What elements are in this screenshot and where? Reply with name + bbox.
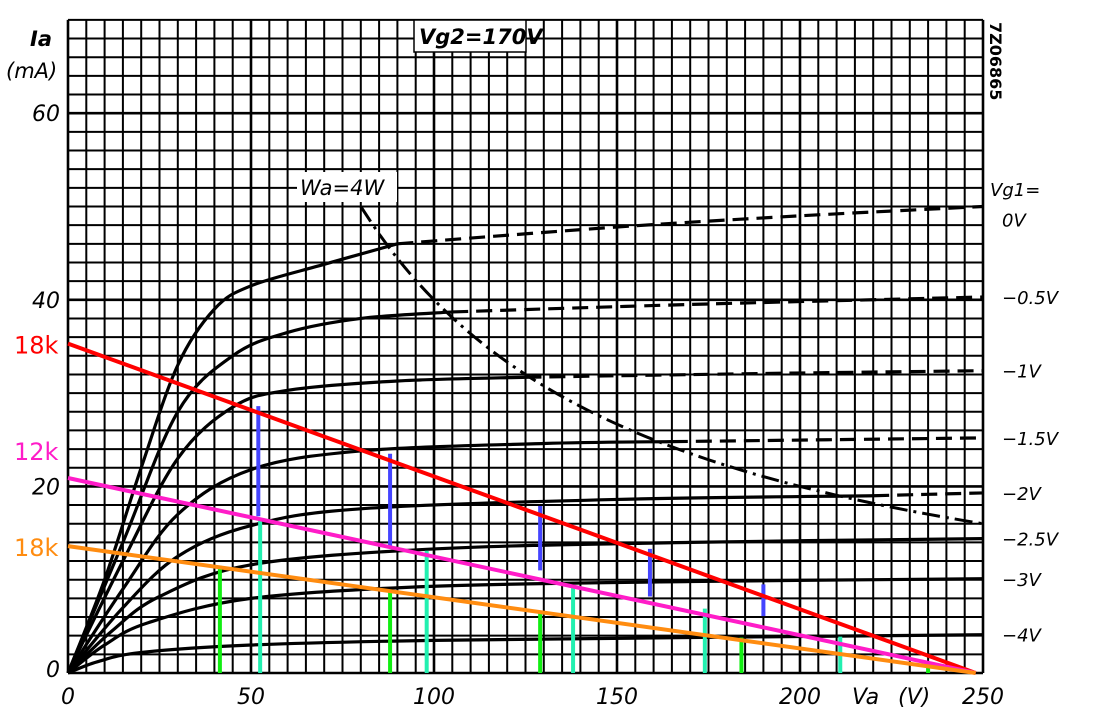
curve-vg1 bbox=[66, 494, 874, 675]
x-tick-label: 150 bbox=[596, 685, 638, 710]
y-axis-unit: (mA) bbox=[6, 59, 57, 83]
figure-code: 7Z06865 bbox=[986, 22, 1005, 100]
x-tick-label: 50 bbox=[237, 685, 265, 710]
load-line bbox=[67, 476, 977, 675]
curve-vg1 bbox=[66, 440, 672, 674]
curve-family-label: Vg1= bbox=[990, 180, 1040, 201]
load-line-label: 18k bbox=[14, 332, 59, 360]
curve-vg1-dashed bbox=[873, 491, 984, 498]
x-tick-label: 200 bbox=[779, 685, 821, 710]
curve-label: −4V bbox=[1002, 626, 1043, 647]
curve-vg1-dashed bbox=[452, 295, 984, 314]
y-tick-label: 0 bbox=[46, 658, 60, 683]
curve-label: −2.5V bbox=[1002, 530, 1060, 551]
curve-label: 0V bbox=[1002, 211, 1027, 232]
load-line-label: 12k bbox=[14, 438, 59, 466]
curve-vg1-dashed bbox=[525, 369, 984, 379]
curve-vg1-dashed bbox=[671, 436, 984, 444]
anode-curves bbox=[66, 204, 984, 675]
curve-vg1 bbox=[67, 633, 984, 675]
load-line bbox=[67, 544, 976, 675]
y-tick-label: 40 bbox=[32, 289, 60, 314]
y-tick-label: 60 bbox=[32, 102, 60, 127]
x-tick-label: 0 bbox=[61, 685, 75, 710]
power-limit-hyperbola bbox=[359, 205, 984, 526]
curve-label: −2V bbox=[1002, 484, 1043, 505]
chart-title: Vg2=170V bbox=[419, 25, 544, 49]
y-axis-label: Ia bbox=[30, 27, 52, 51]
load-line-labels: 18k 12k 18k bbox=[14, 332, 59, 562]
curve-labels: 0V −0.5V −1V −1.5V −2V −2.5V −3V −4V bbox=[1002, 211, 1060, 647]
load-lines bbox=[67, 341, 977, 675]
curve-vg1-dashed bbox=[397, 204, 984, 246]
curve-label: −1.5V bbox=[1002, 429, 1060, 450]
x-tick-label: 100 bbox=[413, 685, 455, 710]
curve-label: −1V bbox=[1002, 362, 1043, 383]
curve-vg1 bbox=[66, 375, 526, 674]
curve-label: −0.5V bbox=[1002, 288, 1060, 309]
title-box bbox=[413, 19, 527, 53]
x-tick-label: 250 bbox=[962, 685, 1004, 710]
curve-label: −3V bbox=[1002, 570, 1043, 591]
axis-ticks: 0 50 100 150 200 250 0 20 40 60 bbox=[32, 102, 1004, 710]
load-line-label: 18k bbox=[14, 534, 59, 562]
y-tick-label: 20 bbox=[32, 475, 60, 500]
load-line bbox=[67, 341, 977, 675]
power-limit-label: Wa=4W bbox=[300, 176, 385, 200]
power-limit-label-box bbox=[297, 172, 397, 202]
x-axis-unit: (V) bbox=[898, 685, 930, 710]
power-limit-curve bbox=[359, 205, 984, 526]
curve-vg1 bbox=[66, 242, 398, 674]
curve-vg1 bbox=[66, 537, 984, 675]
x-axis-label: Va bbox=[852, 685, 879, 710]
